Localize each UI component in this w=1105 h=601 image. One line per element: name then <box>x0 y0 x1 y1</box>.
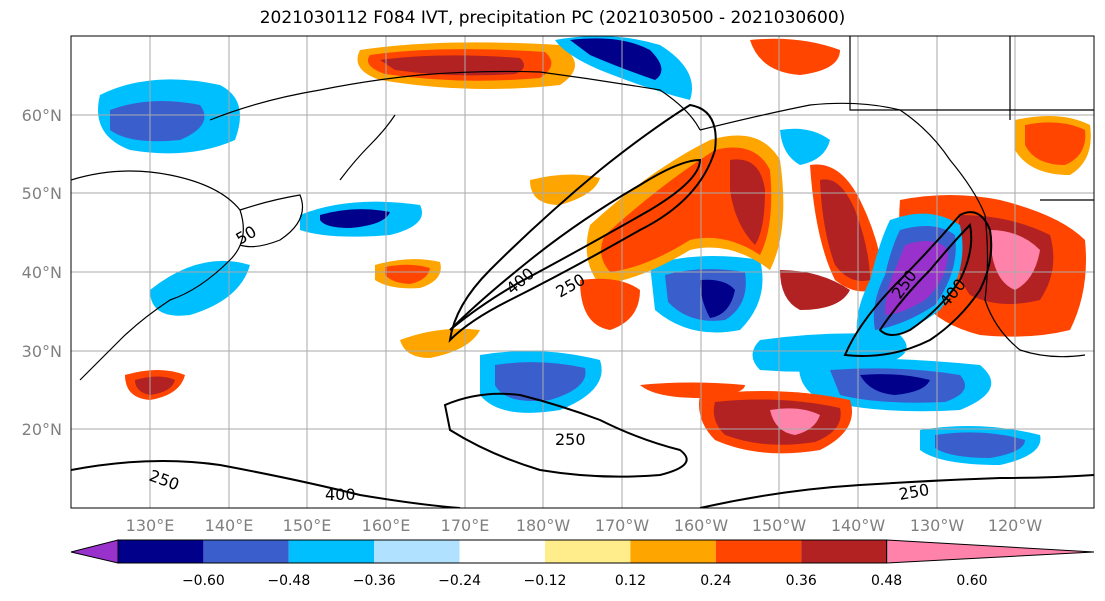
lat-label: 60°N <box>22 106 62 125</box>
map-border <box>70 35 1095 509</box>
colorbar-segment <box>715 540 802 563</box>
contour-label: 250 <box>555 430 586 449</box>
longitude-labels: 130°E 140°E 150°E 160°E 170°E 180°W 170°… <box>126 516 1043 535</box>
lon-label: 150°E <box>283 516 332 535</box>
lon-label: 160°W <box>674 516 729 535</box>
colorbar-low-extension <box>70 539 119 564</box>
colorbar-segment <box>118 540 204 563</box>
colorbar-tick-label: −0.24 <box>438 573 481 589</box>
colorbar-tick-label: 0.48 <box>871 573 902 589</box>
colorbar-tick-label: 0.24 <box>700 573 731 589</box>
colorbar-segment <box>801 540 887 563</box>
lon-label: 160°E <box>362 516 411 535</box>
colorbar-tick-label: −0.48 <box>267 573 310 589</box>
lat-label: 50°N <box>22 184 62 203</box>
colorbar-tick-label: 0.60 <box>956 573 987 589</box>
colorbar-segment <box>203 540 289 563</box>
precip-pc-fields <box>98 36 1091 465</box>
lon-label: 130°W <box>910 516 965 535</box>
lon-label: 170°E <box>441 516 490 535</box>
lon-label: 130°E <box>126 516 175 535</box>
colorbar-tick-label: −0.60 <box>182 573 225 589</box>
contour-label: 400 <box>325 485 356 504</box>
colorbar-segment <box>630 540 716 563</box>
lon-label: 150°W <box>752 516 807 535</box>
lon-label: 140°E <box>205 516 254 535</box>
colorbar-high-extension <box>886 539 1095 564</box>
gridlines <box>71 36 1094 508</box>
colorbar-tick-label: −0.36 <box>353 573 396 589</box>
lon-label: 180°W <box>516 516 571 535</box>
colorbar: −0.60 −0.48 −0.36 −0.24 −0.12 0.12 0.24 … <box>70 539 1095 589</box>
colorbar-segment <box>459 540 545 563</box>
colorbar-segment <box>374 540 460 563</box>
colorbar-ticks: −0.60 −0.48 −0.36 −0.24 −0.12 0.12 0.24 … <box>182 573 988 589</box>
colorbar-segment <box>545 540 631 563</box>
colorbar-border <box>117 539 888 564</box>
lon-label: 120°W <box>988 516 1043 535</box>
colorbar-tick-label: 0.36 <box>786 573 817 589</box>
ivt-contours <box>71 103 1094 508</box>
map-title: 2021030112 F084 IVT, precipitation PC (2… <box>259 8 846 28</box>
lat-label: 40°N <box>22 263 62 282</box>
colorbar-tick-label: 0.12 <box>615 573 646 589</box>
colorbar-segment <box>288 540 375 563</box>
lon-label: 140°W <box>831 516 886 535</box>
lon-label: 170°W <box>595 516 650 535</box>
lat-label: 30°N <box>22 342 62 361</box>
lat-label: 20°N <box>22 420 62 439</box>
coastlines <box>71 36 1094 381</box>
latitude-labels: 60°N 50°N 40°N 30°N 20°N <box>22 106 62 439</box>
colorbar-tick-label: −0.12 <box>524 573 567 589</box>
